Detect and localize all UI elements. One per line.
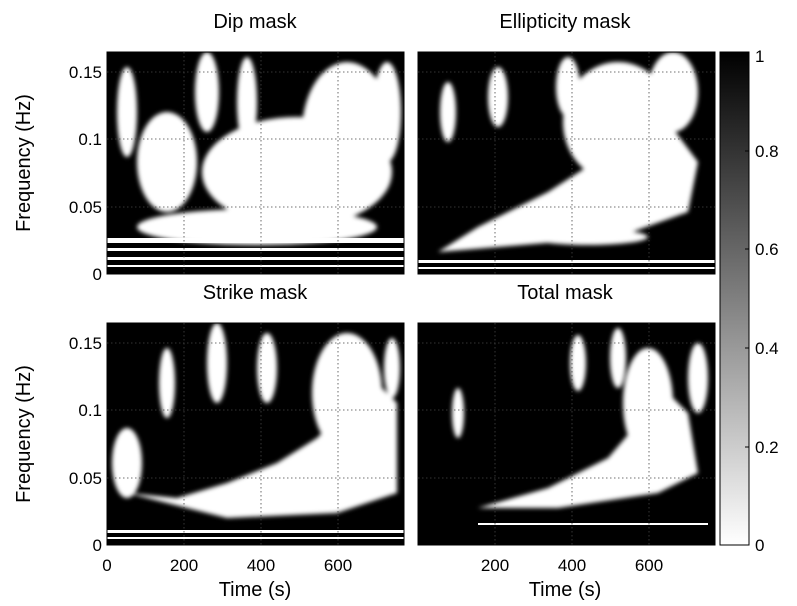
ylabel-dip: Frequency (Hz): [13, 94, 35, 232]
xtick-label-total-2: 400: [558, 556, 586, 575]
panel-strike-mask: Strike mask 0 0.05 0.1 0.15 Frequency (H…: [13, 282, 405, 601]
xlabel-total: Time (s): [529, 579, 602, 601]
panel-ellipticity-mask: Ellipticity mask: [417, 11, 716, 275]
ytick-label-strike-3: 0.15: [69, 334, 102, 353]
axes-frame-ellipticity: [417, 51, 716, 275]
xtick-label-strike-2: 400: [247, 556, 275, 575]
xtick-label-total-1: 200: [481, 556, 509, 575]
xtick-label-strike-0: 0: [102, 556, 111, 575]
ytick-label-dip-0: 0: [93, 265, 102, 284]
gridlines-ellipticity: [418, 52, 715, 274]
colorbar-gradient: [719, 51, 750, 546]
heatmap-ellipticity: [418, 52, 715, 274]
colorbar-tick-label-2: 0.4: [755, 339, 779, 358]
colorbar-tick-label-5: 1: [755, 47, 764, 66]
panel-title-total: Total mask: [517, 282, 614, 304]
heatmap-total: [418, 323, 715, 545]
ytick-label-dip-3: 0.15: [69, 63, 102, 82]
panel-title-dip: Dip mask: [213, 11, 297, 33]
ylabel-strike: Frequency (Hz): [13, 365, 35, 503]
panel-title-ellipticity: Ellipticity mask: [499, 11, 631, 33]
panel-dip-mask: Dip mask 0 0.05 0.1 0.15: [13, 11, 405, 284]
xtick-label-strike-1: 200: [170, 556, 198, 575]
gridlines-dip: [107, 52, 404, 274]
gridlines-strike: [107, 323, 404, 545]
panel-title-strike: Strike mask: [203, 282, 308, 304]
ytick-label-strike-0: 0: [93, 536, 102, 555]
axes-frame-strike: [106, 322, 405, 546]
axes-frame-dip: [106, 51, 405, 275]
colorbar-tick-label-1: 0.2: [755, 438, 779, 457]
colorbar-tick-label-4: 0.8: [755, 142, 779, 161]
ytick-label-dip-1: 0.05: [69, 198, 102, 217]
panel-total-mask: Total mask 200 400 600 Time (s): [417, 282, 716, 601]
ytick-label-dip-2: 0.1: [78, 130, 102, 149]
heatmap-strike: [107, 323, 404, 545]
xtick-label-strike-3: 600: [324, 556, 352, 575]
colorbar: 0 0.2 0.4 0.6 0.8 1: [719, 47, 779, 555]
xlabel-strike: Time (s): [219, 579, 292, 601]
colorbar-tick-label-0: 0: [755, 536, 764, 555]
axes-frame-total: [417, 322, 716, 546]
xtick-label-total-3: 600: [635, 556, 663, 575]
gridlines-total: [418, 323, 715, 545]
colorbar-tick-label-3: 0.6: [755, 240, 779, 259]
ytick-label-strike-1: 0.05: [69, 469, 102, 488]
colorbar-ticks: [745, 51, 749, 546]
ytick-label-strike-2: 0.1: [78, 401, 102, 420]
heatmap-dip: [107, 52, 404, 274]
